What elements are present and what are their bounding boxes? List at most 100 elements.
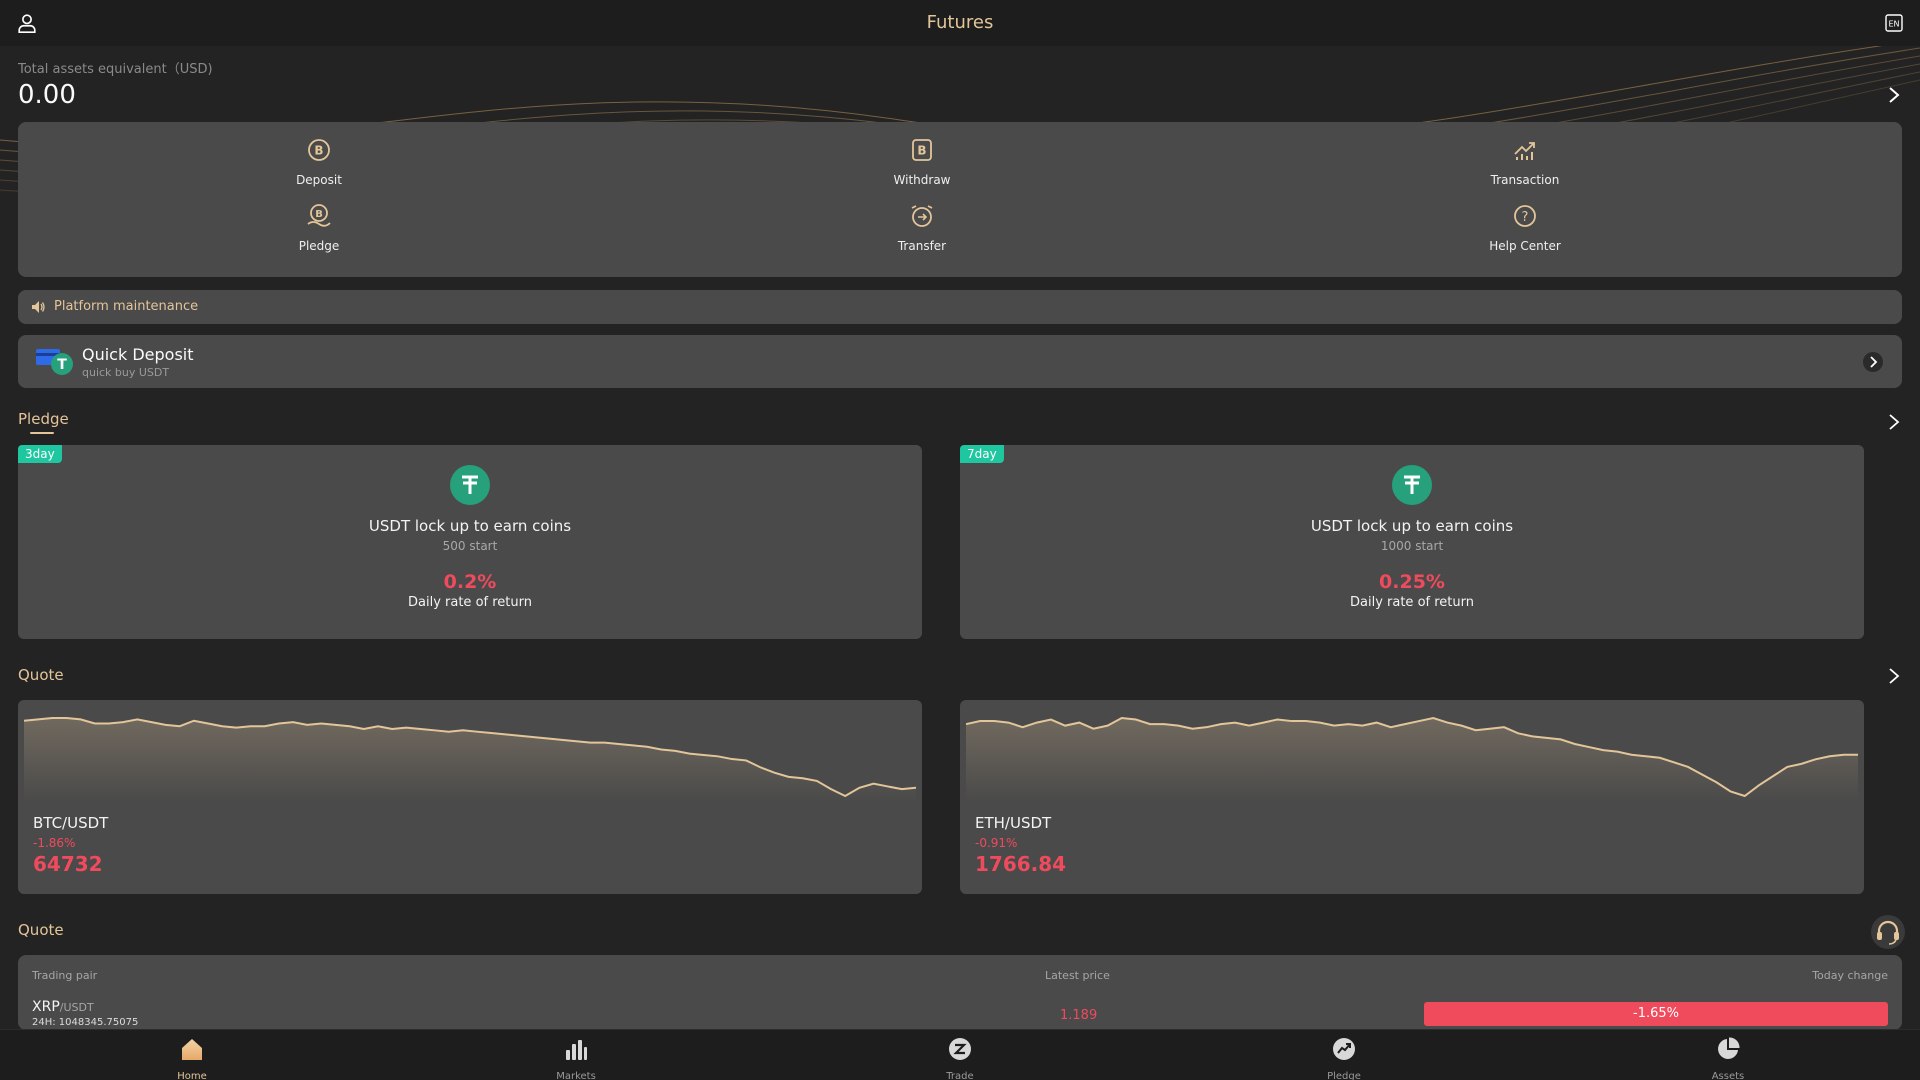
quote-card-btc[interactable]: BTC/USDT -1.86% 64732 — [18, 700, 922, 894]
transfer-button[interactable]: Transfer — [862, 202, 982, 254]
pledge-start-amount: 1000 start — [1380, 539, 1444, 553]
transaction-button[interactable]: Transaction — [1465, 136, 1585, 188]
quick-deposit-card[interactable]: T Quick Deposit quick buy USDT — [18, 335, 1902, 388]
nav-pledge[interactable]: Pledge — [1284, 1036, 1404, 1080]
pledge-duration-tag: 3day — [18, 445, 62, 463]
pledge-card[interactable]: 7day USDT lock up to earn coins 1000 sta… — [960, 445, 1864, 639]
chevron-right-icon[interactable] — [1888, 86, 1900, 104]
pledge-start-amount: 500 start — [442, 539, 498, 553]
nav-markets-label: Markets — [556, 1071, 596, 1080]
usdt-card-icon: T — [36, 349, 73, 375]
pledge-product-name: USDT lock up to earn coins — [368, 517, 572, 535]
row-change-badge: -1.65% — [1424, 1002, 1888, 1026]
eth-sparkline — [966, 716, 1858, 802]
total-assets-value: 0.00 — [18, 80, 76, 110]
svg-text:T: T — [57, 357, 67, 373]
notice-bar[interactable]: Platform maintenance — [18, 290, 1902, 324]
language-icon[interactable]: EN — [1884, 13, 1904, 33]
deposit-icon: B — [308, 139, 330, 161]
pledge-rate-label: Daily rate of return — [408, 595, 532, 610]
transfer-label: Transfer — [897, 239, 947, 253]
svg-text:?: ? — [1522, 210, 1529, 225]
quote-pair: BTC/USDT — [33, 814, 109, 832]
customer-support-icon[interactable] — [1870, 914, 1906, 950]
transfer-icon — [911, 205, 933, 227]
sparkline-line — [24, 717, 916, 798]
column-header-change: Today change — [1812, 969, 1888, 982]
pledge-nav-icon — [1333, 1038, 1355, 1060]
pledge-product-name: USDT lock up to earn coins — [1310, 517, 1514, 535]
pledge-rate: 0.25% — [1379, 571, 1445, 593]
nav-home[interactable]: Home — [132, 1036, 252, 1080]
withdraw-icon: B — [912, 139, 932, 161]
quote-table: Trading pair Latest price Today change X… — [18, 955, 1902, 1030]
trade-icon — [949, 1038, 971, 1060]
pledge-duration-tag: 7day — [960, 445, 1004, 463]
svg-text:B: B — [315, 209, 323, 220]
deposit-button[interactable]: B Deposit — [259, 136, 379, 188]
sparkline-line — [966, 716, 1858, 798]
withdraw-button[interactable]: B Withdraw — [862, 136, 982, 188]
column-header-pair: Trading pair — [32, 969, 98, 982]
usdt-coin-icon — [450, 465, 490, 505]
nav-assets-label: Assets — [1711, 1071, 1745, 1080]
column-header-price: Latest price — [1045, 969, 1110, 982]
pledge-title-underline — [30, 432, 54, 434]
btc-sparkline — [24, 717, 916, 802]
transaction-label: Transaction — [1490, 173, 1560, 187]
pledge-rate-label: Daily rate of return — [1350, 595, 1474, 610]
deposit-label: Deposit — [296, 173, 342, 187]
chevron-right-icon[interactable] — [1888, 413, 1900, 431]
chevron-right-circle-icon[interactable] — [1862, 351, 1884, 373]
home-icon — [182, 1039, 202, 1060]
row-pair: XRP/USDT — [32, 999, 94, 1015]
row-base-symbol: XRP — [32, 999, 60, 1015]
nav-trade[interactable]: Trade — [900, 1036, 1020, 1080]
nav-pledge-label: Pledge — [1327, 1071, 1361, 1080]
notice-text: Platform maintenance — [54, 299, 199, 314]
nav-markets[interactable]: Markets — [516, 1036, 636, 1080]
help-center-label: Help Center — [1489, 239, 1561, 253]
quote-change: -1.86% — [33, 836, 76, 850]
pledge-action-label: Pledge — [298, 239, 340, 253]
svg-text:B: B — [917, 144, 926, 158]
quote-price: 64732 — [33, 852, 103, 876]
nav-assets[interactable]: Assets — [1668, 1036, 1788, 1080]
pledge-section-title: Pledge — [18, 410, 69, 428]
usdt-coin-icon — [1392, 465, 1432, 505]
markets-icon — [566, 1040, 587, 1060]
user-icon[interactable] — [16, 12, 38, 34]
row-quote-symbol: /USDT — [59, 1001, 94, 1014]
nav-trade-label: Trade — [946, 1071, 974, 1080]
transaction-icon — [1514, 142, 1535, 160]
assets-icon — [1718, 1037, 1740, 1059]
quote-list-section-title: Quote — [18, 921, 64, 939]
quote-change: -0.91% — [975, 836, 1018, 850]
quick-deposit-subtitle: quick buy USDT — [82, 366, 170, 379]
quote-section-title: Quote — [18, 666, 64, 684]
language-badge-text: EN — [1888, 20, 1899, 29]
page-title: Futures — [926, 12, 994, 33]
quick-actions-panel: B Deposit B Withdraw Transaction B — [18, 122, 1902, 277]
quote-price: 1766.84 — [975, 852, 1067, 876]
speaker-icon — [32, 301, 45, 313]
nav-home-label: Home — [177, 1071, 207, 1080]
help-center-button[interactable]: ? Help Center — [1465, 202, 1585, 254]
help-icon: ? — [1514, 205, 1536, 227]
sparkline-area — [24, 718, 916, 802]
row-price: 1.189 — [1060, 1008, 1098, 1023]
pledge-icon: B — [307, 204, 331, 227]
total-assets-label: Total assets equivalent（USD) — [18, 62, 213, 77]
quick-deposit-title: Quick Deposit — [82, 345, 194, 364]
quote-pair: ETH/USDT — [975, 814, 1052, 832]
row-volume: 24H: 1048345.75075 — [32, 1017, 139, 1028]
pledge-rate: 0.2% — [443, 571, 497, 593]
svg-text:B: B — [314, 144, 323, 158]
top-bar: Futures EN — [0, 0, 1920, 46]
quote-card-eth[interactable]: ETH/USDT -0.91% 1766.84 — [960, 700, 1864, 894]
sparkline-area — [966, 718, 1858, 802]
chevron-right-icon[interactable] — [1888, 667, 1900, 685]
pledge-card[interactable]: 3day USDT lock up to earn coins 500 star… — [18, 445, 922, 639]
pledge-action-button[interactable]: B Pledge — [259, 202, 379, 254]
